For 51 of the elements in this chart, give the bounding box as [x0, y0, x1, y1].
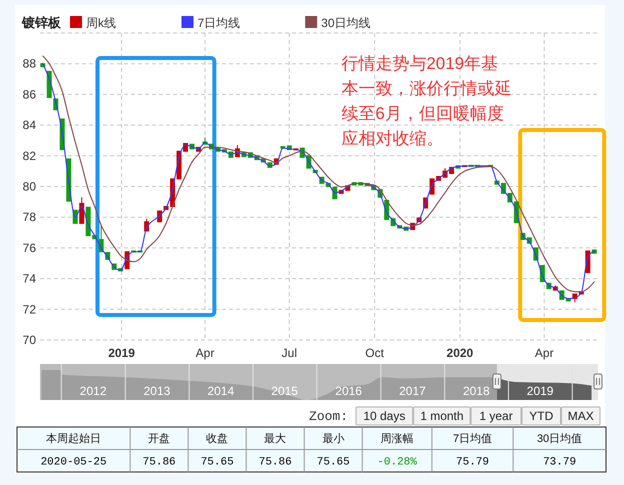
x-tick-label: 2016: [335, 384, 362, 398]
x-tick-label: 2018: [462, 384, 490, 398]
legend-label: 周k线: [86, 16, 116, 30]
data-label: -0.28%: [377, 456, 418, 468]
category-label: 最大: [264, 432, 286, 445]
text: Zoom:: [309, 409, 348, 424]
x-tick-label: 2020: [446, 346, 474, 360]
data-label: 75.65: [316, 456, 350, 468]
y-tick-label: 72: [22, 302, 36, 316]
zoom-button: MAX: [561, 406, 600, 426]
x-tick-label: 2012: [80, 384, 107, 398]
chart-title: 镀锌板: [21, 15, 62, 30]
y-tick-label: 84: [22, 118, 36, 132]
x-tick-label: 2014: [207, 384, 234, 398]
data-label: 73.79: [543, 456, 576, 468]
legend-label: 30日均线: [321, 16, 371, 30]
y-tick-label: 74: [22, 272, 36, 286]
y-tick-label: 82: [22, 148, 36, 163]
category-label: 收盘: [206, 433, 228, 445]
y-tick-label: 88: [22, 56, 36, 71]
data-label: 75.86: [142, 456, 176, 468]
data-label: 75.79: [456, 456, 490, 468]
category-label: 7日均值: [452, 433, 492, 445]
category-label: 本周起始日: [46, 432, 102, 445]
data-label: 75.65: [200, 456, 234, 468]
x-tick-label: Jul: [282, 346, 298, 360]
y-tick-label: 80: [22, 180, 36, 194]
annotation: 行情走势与2019年基本一致，涨价行情或延续至6月，但回暖幅度应相对收缩。: [341, 54, 512, 148]
x-tick-label: Apr: [534, 346, 554, 360]
category-label: 30日均值: [536, 433, 582, 445]
x-tick-label: 2013: [144, 384, 171, 398]
data-label: 2020-05-25: [40, 456, 107, 468]
zoom-button: 1 year: [470, 406, 522, 426]
category-label: 最小: [322, 432, 344, 445]
category-label: 开盘: [148, 433, 170, 445]
x-tick-label: 2017: [399, 384, 426, 398]
x-tick-label: 2019: [526, 384, 554, 398]
category-label: 周涨幅: [380, 433, 414, 445]
x-tick-label: Oct: [365, 346, 385, 360]
data-label: 75.86: [258, 456, 292, 468]
zoom-button: YTD: [522, 406, 562, 426]
x-tick-label: 2015: [271, 384, 298, 398]
y-tick-label: 86: [22, 87, 36, 102]
y-tick-label: 70: [22, 333, 36, 347]
y-tick-label: 78: [22, 210, 36, 224]
x-tick-label: Apr: [196, 346, 214, 360]
zoom-button: 10 days: [356, 406, 414, 426]
zoom-button: 1 month: [413, 406, 471, 426]
legend-label: 7日均线: [197, 16, 240, 30]
x-tick-label: 2019: [108, 346, 136, 360]
y-tick-label: 76: [22, 240, 36, 255]
